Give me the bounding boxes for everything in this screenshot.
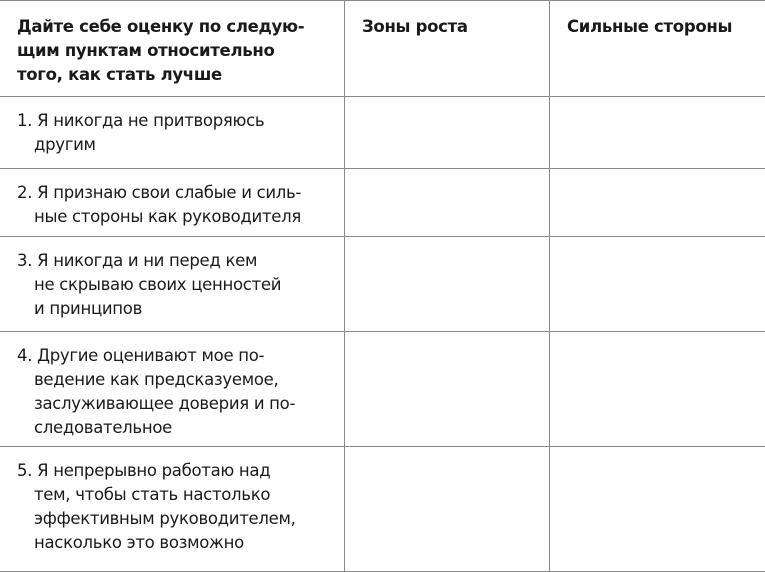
criterion-text: Я никогда и ни перед кем xyxy=(37,251,257,270)
header-line: Дайте себе оценку по следую- xyxy=(17,15,330,39)
criterion-line: ные стороны как руководителя xyxy=(17,205,330,229)
growth-zone-cell[interactable] xyxy=(345,97,550,169)
growth-zone-cell[interactable] xyxy=(345,169,550,237)
criterion-cell: 4. Другие оценивают мое по-ведение как п… xyxy=(0,332,345,447)
criterion-number: 1. xyxy=(17,111,32,130)
criterion-number: 2. xyxy=(17,183,32,202)
criterion-line: эффективным руководителем, xyxy=(17,507,330,531)
criterion-line: 4. Другие оценивают мое по- xyxy=(17,344,330,368)
criterion-line: другим xyxy=(17,133,330,157)
criterion-line: насколько это возможно xyxy=(17,531,330,555)
criterion-cell: 2. Я признаю свои слабые и силь-ные стор… xyxy=(0,169,345,237)
criterion-line: 5. Я непрерывно работаю над xyxy=(17,459,330,483)
criterion-line: следовательное xyxy=(17,416,330,440)
criterion-text: Другие оценивают мое по- xyxy=(37,346,264,365)
criterion-text: Я признаю свои слабые и силь- xyxy=(37,183,301,202)
header-line: того, как стать лучше xyxy=(17,63,330,87)
growth-zones-header: Зоны роста xyxy=(345,1,550,97)
strength-cell[interactable] xyxy=(550,97,765,169)
strength-cell[interactable] xyxy=(550,237,765,332)
criterion-line: и принципов xyxy=(17,297,330,321)
table-row: 4. Другие оценивают мое по-ведение как п… xyxy=(0,332,765,447)
criterion-line: тем, чтобы стать настолько xyxy=(17,483,330,507)
criterion-line: 2. Я признаю свои слабые и силь- xyxy=(17,181,330,205)
criterion-line: заслуживающее доверия и по- xyxy=(17,392,330,416)
header-row: Дайте себе оценку по следую- щим пунктам… xyxy=(0,1,765,97)
criterion-number: 3. xyxy=(17,251,32,270)
strength-cell[interactable] xyxy=(550,169,765,237)
criterion-text: Я непрерывно работаю над xyxy=(37,461,270,480)
criterion-number: 4. xyxy=(17,346,32,365)
criterion-number: 5. xyxy=(17,461,32,480)
criterion-line: 3. Я никогда и ни перед кем xyxy=(17,249,330,273)
strength-cell[interactable] xyxy=(550,447,765,572)
criterion-line: ведение как предсказуемое, xyxy=(17,368,330,392)
criteria-header: Дайте себе оценку по следую- щим пунктам… xyxy=(0,1,345,97)
criterion-line: не скрываю своих ценностей xyxy=(17,273,330,297)
strengths-header: Сильные стороны xyxy=(550,1,765,97)
growth-zone-cell[interactable] xyxy=(345,237,550,332)
table-row: 2. Я признаю свои слабые и силь-ные стор… xyxy=(0,169,765,237)
criterion-line: 1. Я никогда не притворяюсь xyxy=(17,109,330,133)
header-line: щим пунктам относительно xyxy=(17,39,330,63)
criterion-text: Я никогда не притворяюсь xyxy=(37,111,264,130)
growth-zone-cell[interactable] xyxy=(345,447,550,572)
growth-zone-cell[interactable] xyxy=(345,332,550,447)
strength-cell[interactable] xyxy=(550,332,765,447)
